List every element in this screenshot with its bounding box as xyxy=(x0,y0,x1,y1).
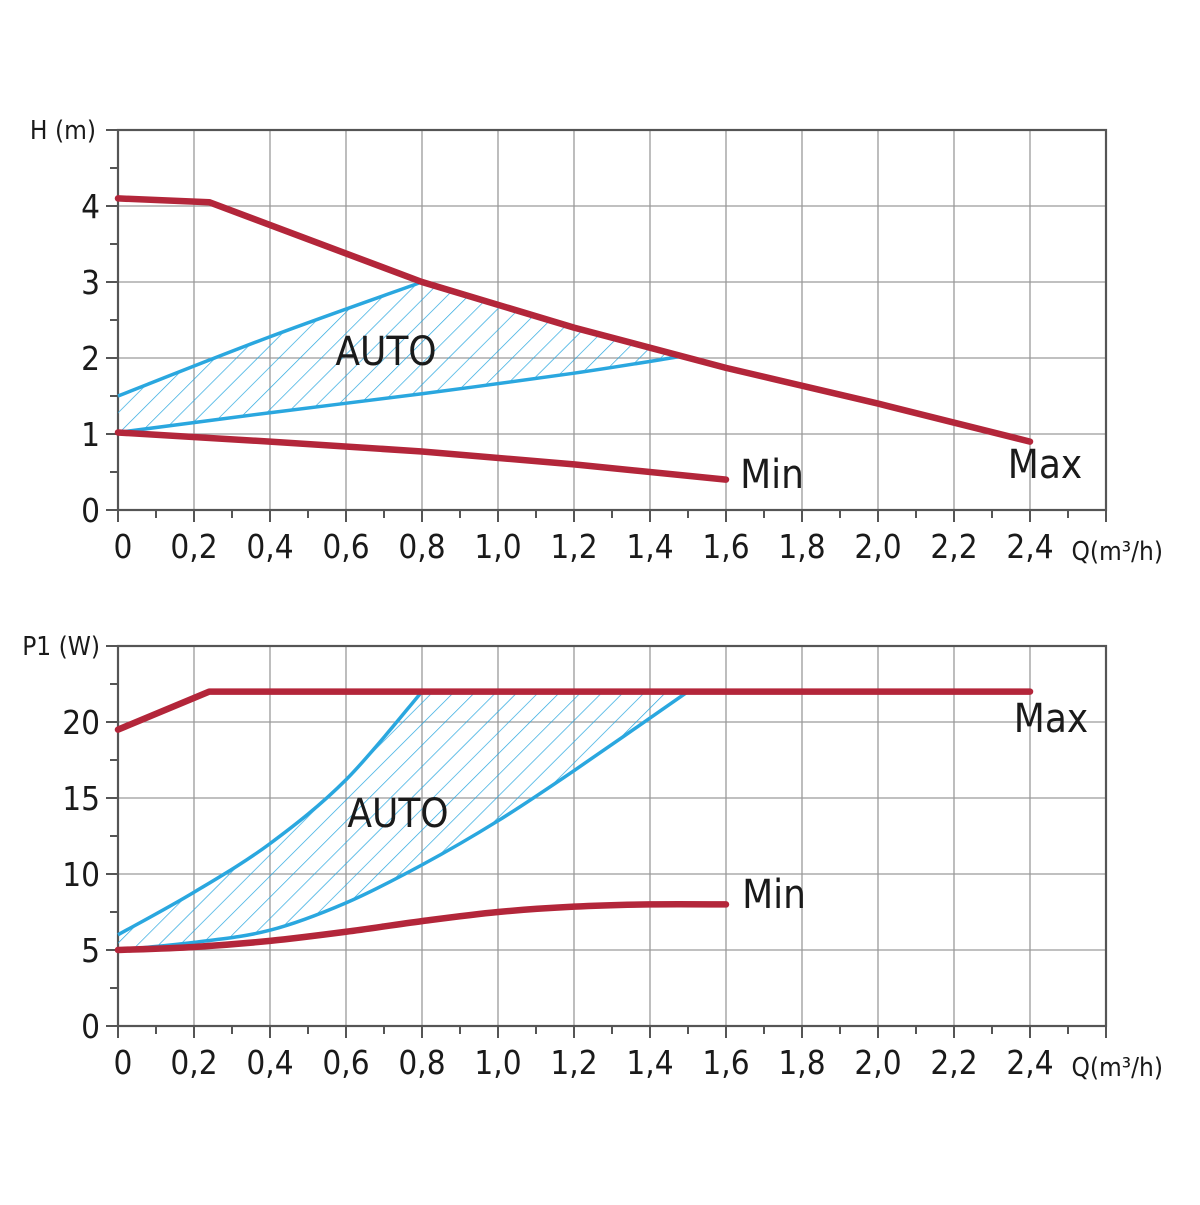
power-y-axis-label: P1 (W) xyxy=(22,632,100,662)
head-x-tick-label: 0,2 xyxy=(170,527,217,566)
head-y-tick-label: 3 xyxy=(81,263,100,302)
head-auto-lower-curve xyxy=(117,354,681,435)
power-max-curve xyxy=(114,688,1034,733)
head-auto-label: AUTO xyxy=(335,329,436,375)
head-x-tick-label: 2,2 xyxy=(930,527,977,566)
head-min-label: Min xyxy=(740,452,804,498)
head-x-tick-label: 2,0 xyxy=(854,527,901,566)
power-min-curve xyxy=(114,900,730,954)
power-auto-label: AUTO xyxy=(347,791,448,837)
power-auto-upper-curve xyxy=(117,690,424,937)
power-x-tick-label: 1,6 xyxy=(702,1043,749,1082)
head-max-curve xyxy=(114,195,1034,445)
head-x-axis-label: Q(m³/h) xyxy=(1071,537,1163,567)
power-x-tick-label: 0 xyxy=(114,1043,133,1082)
head-x-tick-label: 2,4 xyxy=(1006,527,1053,566)
head-auto-upper-curve xyxy=(117,280,423,398)
head-x-tick-label: 0,4 xyxy=(246,527,293,566)
head-y-axis-label: H (m) xyxy=(30,116,96,146)
power-x-tick-label: 0,6 xyxy=(322,1043,369,1082)
power-x-tick-label: 0,8 xyxy=(398,1043,445,1082)
head-y-tick-label: 4 xyxy=(81,187,100,226)
head-plot-frame xyxy=(116,128,1108,512)
power-auto-lower-curve xyxy=(117,690,689,952)
power-x-tick-label: 1,8 xyxy=(778,1043,825,1082)
head-x-tick-label: 1,8 xyxy=(778,527,825,566)
power-x-tick-label: 1,4 xyxy=(626,1043,673,1082)
head-x-tick-label: 0 xyxy=(114,527,133,566)
power-x-tick-label: 2,2 xyxy=(930,1043,977,1082)
power-x-tick-label: 1,0 xyxy=(474,1043,521,1082)
power-x-tick-label: 2,4 xyxy=(1006,1043,1053,1082)
power-y-tick-label: 5 xyxy=(81,931,100,970)
head-x-tick-label: 0,6 xyxy=(322,527,369,566)
head-y-tick-label: 2 xyxy=(81,339,100,378)
head-x-tick-label: 1,2 xyxy=(550,527,597,566)
power-y-tick-label: 0 xyxy=(81,1007,100,1046)
power-x-tick-label: 2,0 xyxy=(854,1043,901,1082)
power-min-label: Min xyxy=(742,872,806,918)
power-x-tick-label: 0,4 xyxy=(246,1043,293,1082)
head-min-curve xyxy=(114,429,730,483)
head-x-tick-label: 1,4 xyxy=(626,527,673,566)
power-x-tick-label: 0,2 xyxy=(170,1043,217,1082)
power-max-label: Max xyxy=(1014,696,1088,742)
head-x-tick-label: 1,6 xyxy=(702,527,749,566)
power-flow-chart: 0 0,2 0,4 0,6 0,8 1,0 1,2 1,4 1,6 1,8 2,0 2,2 2,4 0 5 1… xyxy=(22,632,1163,1083)
power-x-axis-label: Q(m³/h) xyxy=(1071,1053,1163,1083)
power-x-tick-label: 1,2 xyxy=(550,1043,597,1082)
head-y-tick-label: 1 xyxy=(81,415,100,454)
head-x-tick-label: 1,0 xyxy=(474,527,521,566)
head-y-tick-label: 0 xyxy=(81,491,100,530)
head-flow-chart: 0 0,2 0,4 0,6 0,8 1,0 1,2 1,4 1,6 1,8 2,0 2,2 2,4 0 1 2… xyxy=(30,116,1163,567)
head-max-label: Max xyxy=(1008,442,1082,488)
head-x-tick-label: 0,8 xyxy=(398,527,445,566)
power-y-tick-label: 20 xyxy=(62,703,100,742)
power-y-tick-label: 15 xyxy=(62,779,100,818)
power-y-tick-label: 10 xyxy=(62,855,100,894)
power-auto-region xyxy=(118,691,688,950)
